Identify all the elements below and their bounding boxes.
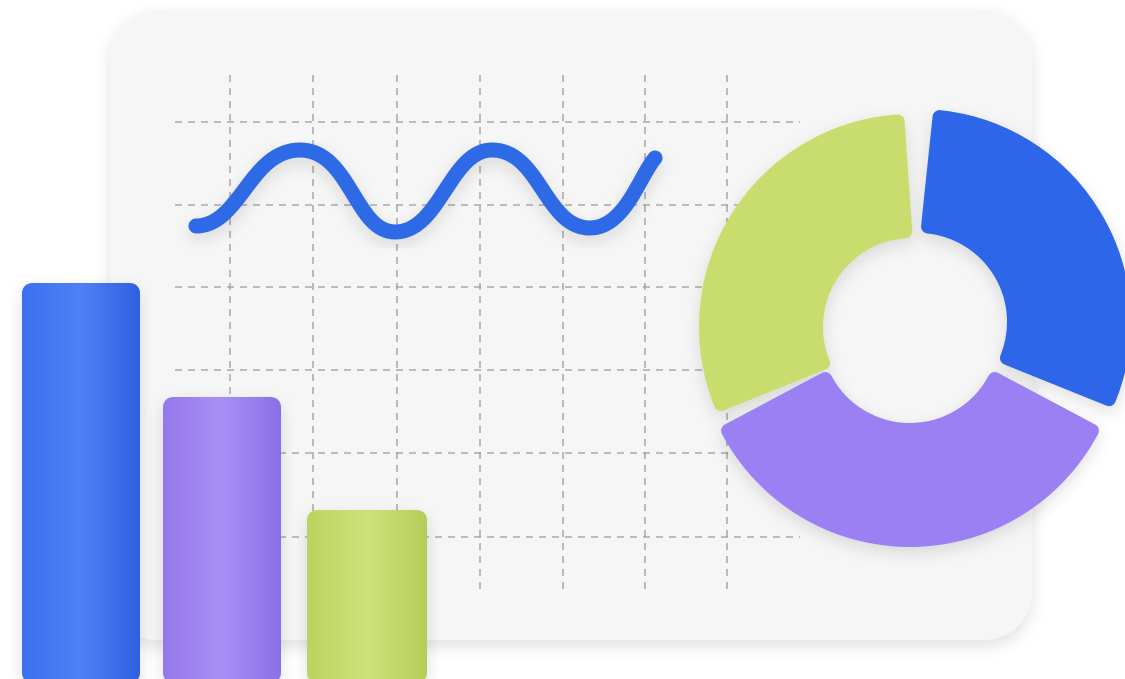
bar-purple bbox=[163, 397, 281, 679]
donut-segment-green bbox=[699, 114, 913, 412]
donut-segment-blue bbox=[921, 110, 1125, 407]
grid bbox=[175, 75, 800, 590]
bar-blue bbox=[22, 283, 140, 679]
wave-line bbox=[188, 142, 663, 240]
donut-segment-purple bbox=[721, 372, 1099, 547]
donut bbox=[699, 110, 1125, 547]
bar-green bbox=[307, 510, 427, 679]
